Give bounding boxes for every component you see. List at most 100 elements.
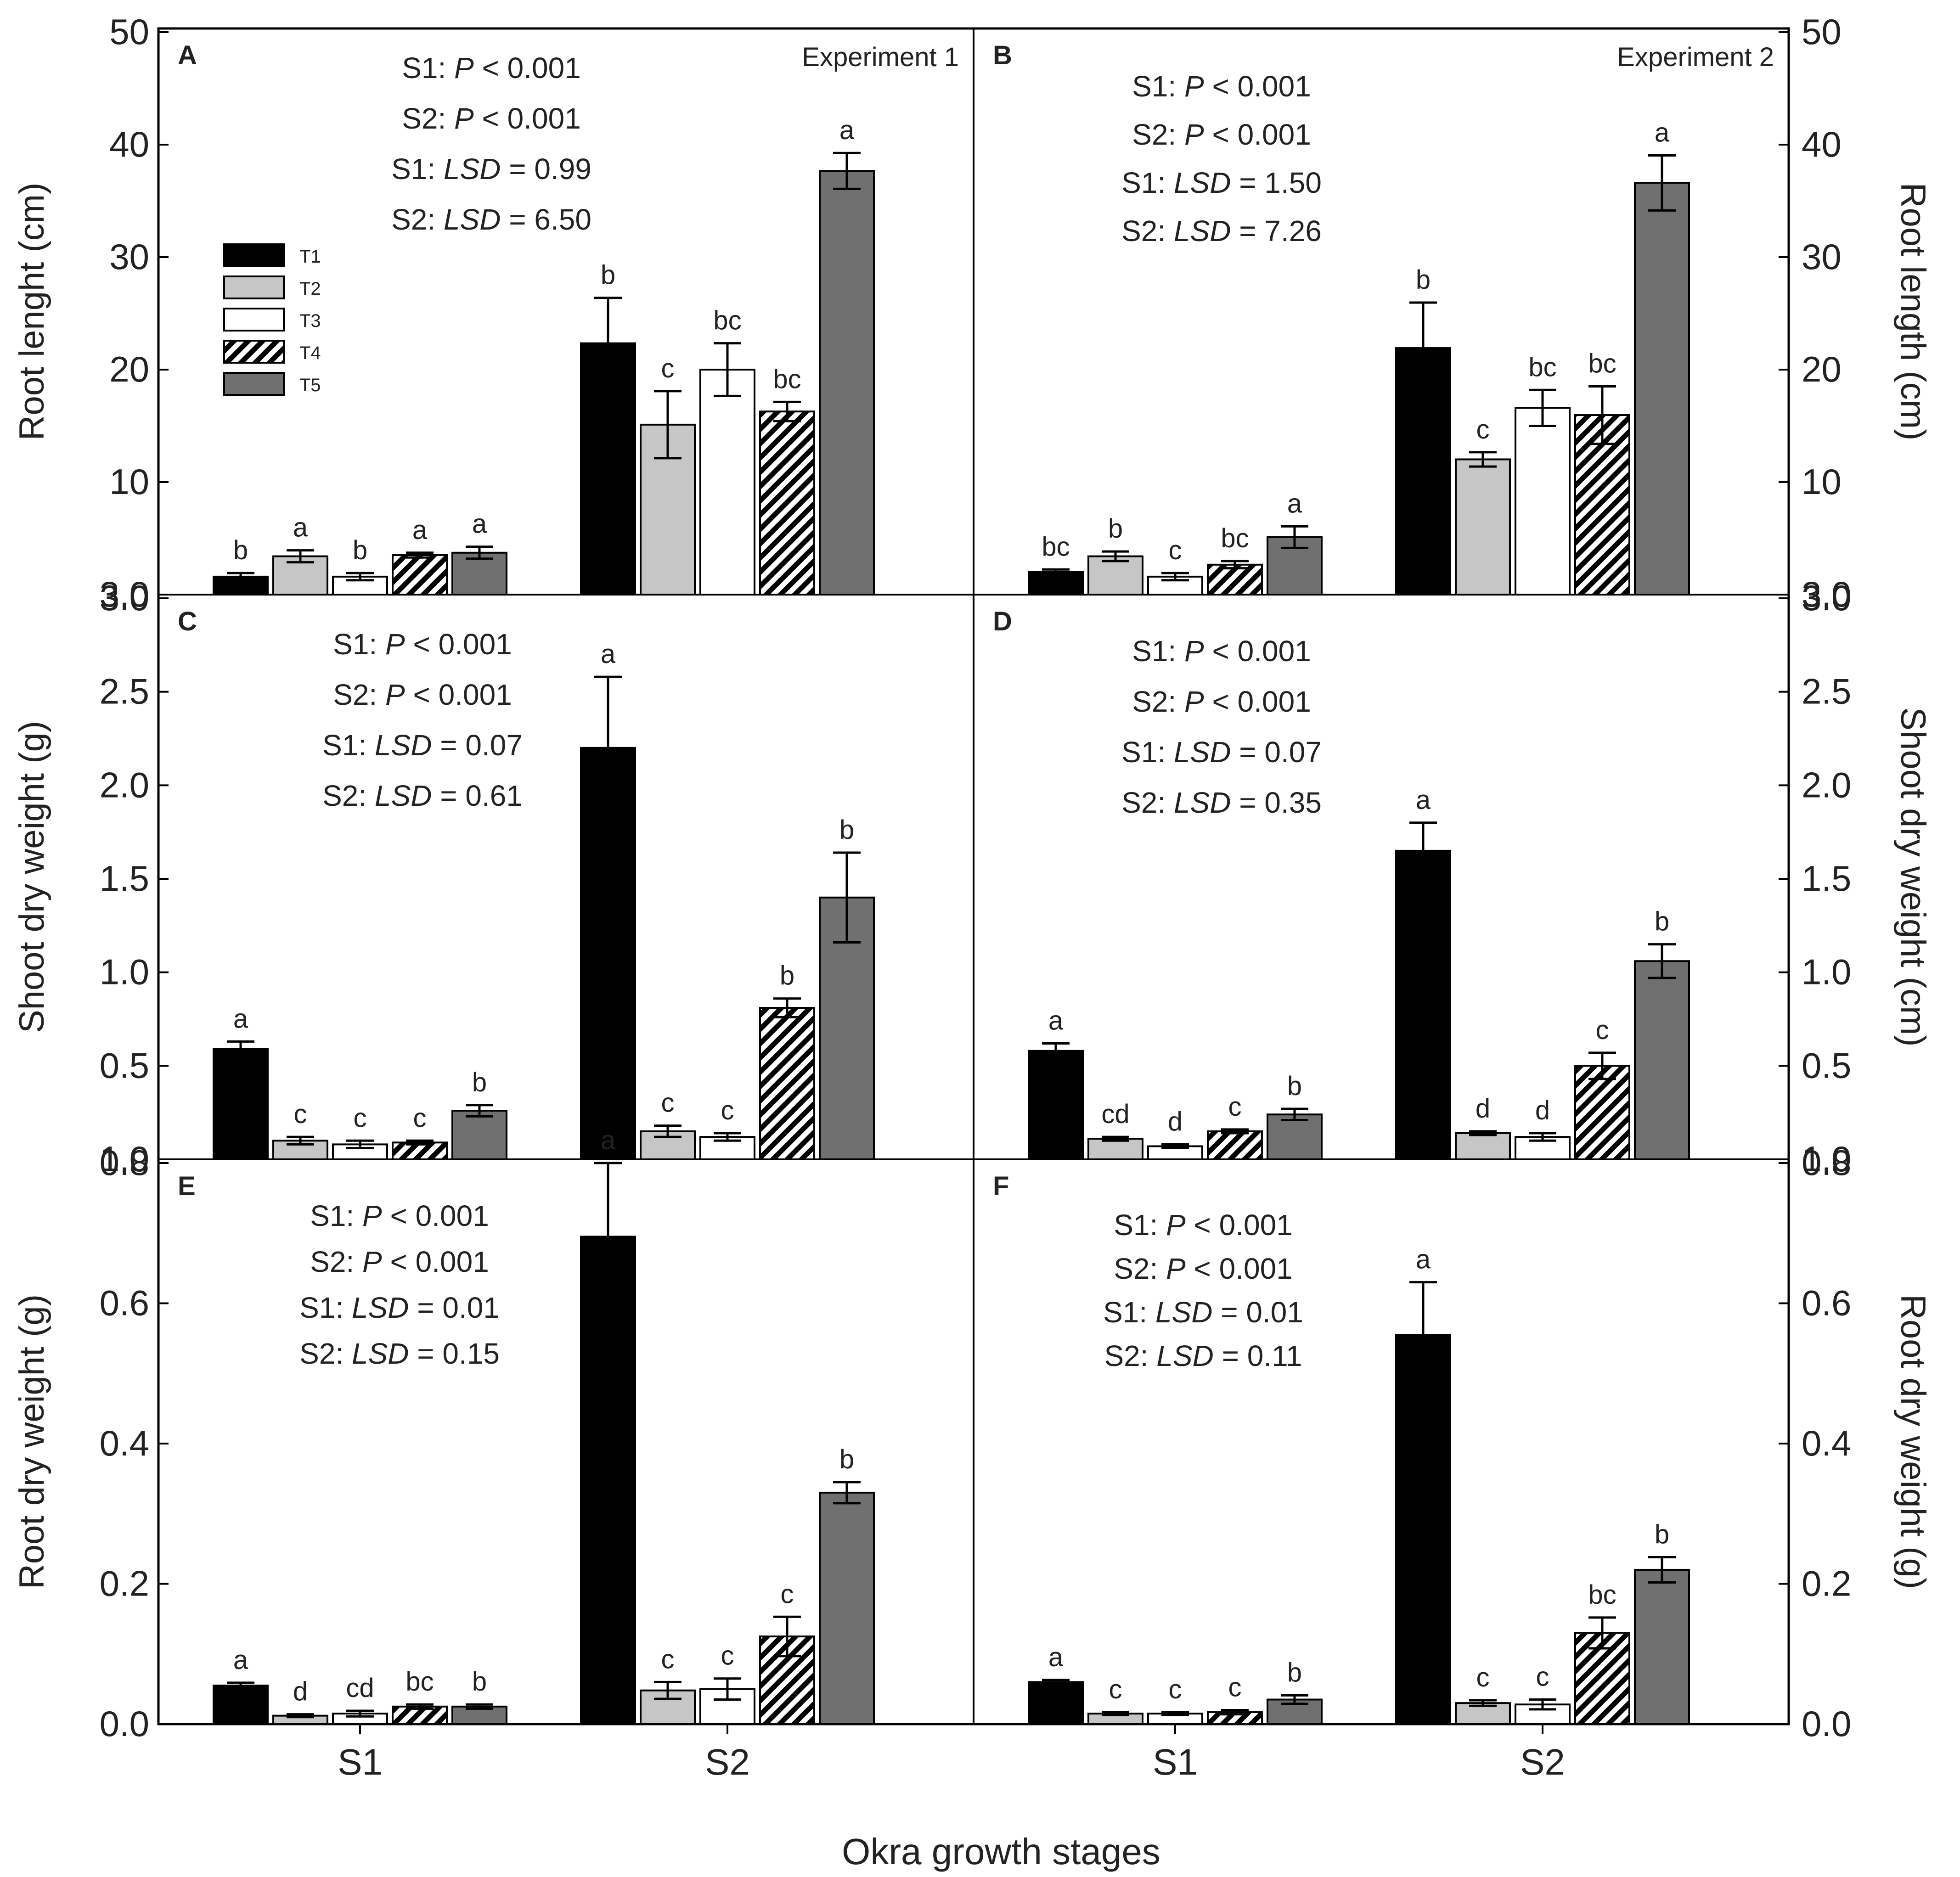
panel-a: 3.0 10 20 30 40 50 Root lenght (cm) A Experiment… xyxy=(12,11,959,614)
bar-t4-s1 xyxy=(1207,1130,1263,1160)
y-tick-label: 50 xyxy=(1802,11,1842,52)
bar-t4-s2 xyxy=(759,1007,815,1161)
significance-letter: b xyxy=(839,1444,854,1474)
significance-letter: bc xyxy=(1588,348,1616,378)
significance-letter: bc xyxy=(1042,532,1070,562)
significance-letter: bc xyxy=(1588,1580,1616,1610)
stat-line: S1: P < 0.001 xyxy=(310,1199,489,1232)
significance-letter: c xyxy=(721,1096,734,1125)
bar-t1-s1 xyxy=(213,1684,269,1725)
y-axis-title: Shoot dry weight (g) xyxy=(12,721,51,1033)
y-tick-label: 40 xyxy=(109,124,149,164)
significance-letter: c xyxy=(661,1088,675,1118)
significance-letter: b xyxy=(839,815,854,845)
y-tick-label: 1.0 xyxy=(100,1139,149,1179)
significance-letter: d xyxy=(1476,1094,1490,1124)
significance-letter: bc xyxy=(1221,523,1249,553)
stat-line: S1: LSD = 0.01 xyxy=(1103,1296,1303,1329)
bar-t4-s2 xyxy=(1574,414,1630,596)
x-category-label: S2 xyxy=(1520,1742,1565,1782)
panel-frames xyxy=(157,27,1790,1725)
stat-line: S2: LSD = 6.50 xyxy=(391,203,591,236)
significance-letter: a xyxy=(1655,118,1670,147)
significance-letter: bc xyxy=(773,364,801,394)
significance-letter: c xyxy=(1596,1015,1609,1045)
y-tick-label: 0.2 xyxy=(1802,1563,1851,1604)
significance-letter: c xyxy=(1169,1675,1182,1704)
significance-letter: cd xyxy=(1101,1099,1129,1129)
bar-t4-s1 xyxy=(392,1141,448,1161)
significance-letter: c xyxy=(1476,415,1490,444)
bar-t2-s2 xyxy=(1455,1132,1511,1161)
bar-t4-s2 xyxy=(1574,1065,1630,1160)
stat-line: S2: P < 0.001 xyxy=(1132,685,1311,718)
bar-t5-s2 xyxy=(1634,1568,1690,1725)
y-axis-title: Root dry weight (g) xyxy=(12,1294,51,1589)
significance-letter: b xyxy=(1655,1519,1669,1549)
significance-letter: a xyxy=(233,1645,248,1675)
significance-letter: b xyxy=(601,260,615,290)
bar-t4-s1 xyxy=(392,554,448,596)
panel-d: 1.0 0.5 1.0 1.5 2.0 2.5 3.0 Shoot dry weight (c… xyxy=(993,578,1932,1179)
y-axis-title: Root length (cm) xyxy=(1893,183,1932,441)
significance-letter: c xyxy=(661,1644,675,1674)
significance-letter: bc xyxy=(713,306,741,336)
significance-letter: a xyxy=(293,513,308,543)
y-tick-label: 20 xyxy=(109,349,149,389)
legend-swatch-t5 xyxy=(223,372,285,396)
stat-line: S1: LSD = 1.50 xyxy=(1121,166,1322,199)
stat-line: S1: P < 0.001 xyxy=(402,51,581,84)
significance-letter: c xyxy=(294,1099,307,1129)
y-tick-label: 3.0 xyxy=(1802,578,1851,618)
legend-label: T1 xyxy=(299,247,321,267)
significance-letter: a xyxy=(1287,489,1302,518)
significance-letter: bc xyxy=(1528,352,1556,382)
y-tick-label: 50 xyxy=(109,11,149,52)
significance-letter: cd xyxy=(346,1673,374,1703)
significance-letter: c xyxy=(1228,1672,1242,1702)
y-tick-label: 10 xyxy=(109,461,149,502)
significance-letter: a xyxy=(412,515,428,545)
significance-letter: c xyxy=(1536,1662,1549,1692)
stat-line: S2: P < 0.001 xyxy=(310,1245,489,1278)
legend-label: T4 xyxy=(299,343,321,363)
y-tick-label: 2.0 xyxy=(1802,764,1851,805)
y-tick-label: 1.5 xyxy=(1802,858,1851,899)
y-tick-label: 0.5 xyxy=(1802,1045,1851,1085)
bar-t3-s2 xyxy=(1515,407,1571,596)
panel-letter: A xyxy=(178,40,197,70)
x-category-label: S2 xyxy=(705,1742,750,1782)
significance-letter: c xyxy=(1228,1092,1242,1122)
panel-letter: E xyxy=(178,1171,196,1201)
y-tick-label: 2.5 xyxy=(1802,671,1851,712)
panel-c: 1.0 0.5 1.0 1.5 2.0 2.5 3.0 Shoot dry weight (g… xyxy=(12,578,875,1179)
y-axis-title: Shoot dry weight (cm) xyxy=(1893,707,1932,1046)
stat-line: S1: LSD = 0.07 xyxy=(322,729,523,762)
stat-line: S2: P < 0.001 xyxy=(1132,118,1311,151)
bar-t1-s1 xyxy=(213,1048,269,1160)
y-tick-label: 3.0 xyxy=(100,574,149,614)
significance-letter: a xyxy=(601,639,616,669)
significance-letter: a xyxy=(601,1125,616,1155)
stat-line: S1: LSD = 0.07 xyxy=(1121,736,1322,769)
legend: T1 T2 T3 T4 T5 xyxy=(223,243,321,396)
stat-line: S2: P < 0.001 xyxy=(333,678,512,711)
bar-t2-s2 xyxy=(1455,458,1511,596)
stat-line: S1: P < 0.001 xyxy=(1132,70,1311,103)
stat-line: S2: LSD = 0.11 xyxy=(1104,1339,1302,1372)
significance-letter: c xyxy=(1109,1675,1122,1704)
y-tick-label: 10 xyxy=(1802,461,1842,502)
y-tick-label: 1.5 xyxy=(100,858,149,899)
significance-letter: c xyxy=(1476,1663,1490,1692)
stat-line: S1: P < 0.001 xyxy=(333,628,512,661)
stat-line: S2: LSD = 0.61 xyxy=(322,779,523,812)
legend-swatch-t2 xyxy=(223,275,285,299)
panel-letter: F xyxy=(993,1171,1009,1201)
bar-t5-s2 xyxy=(819,1491,875,1725)
y-axis-title: Root dry weight (g) xyxy=(1893,1294,1932,1589)
legend-label: T5 xyxy=(299,375,321,395)
bar-t5-s2 xyxy=(819,170,875,596)
stat-line: S1: P < 0.001 xyxy=(1114,1208,1293,1242)
significance-letter: a xyxy=(1416,785,1431,815)
